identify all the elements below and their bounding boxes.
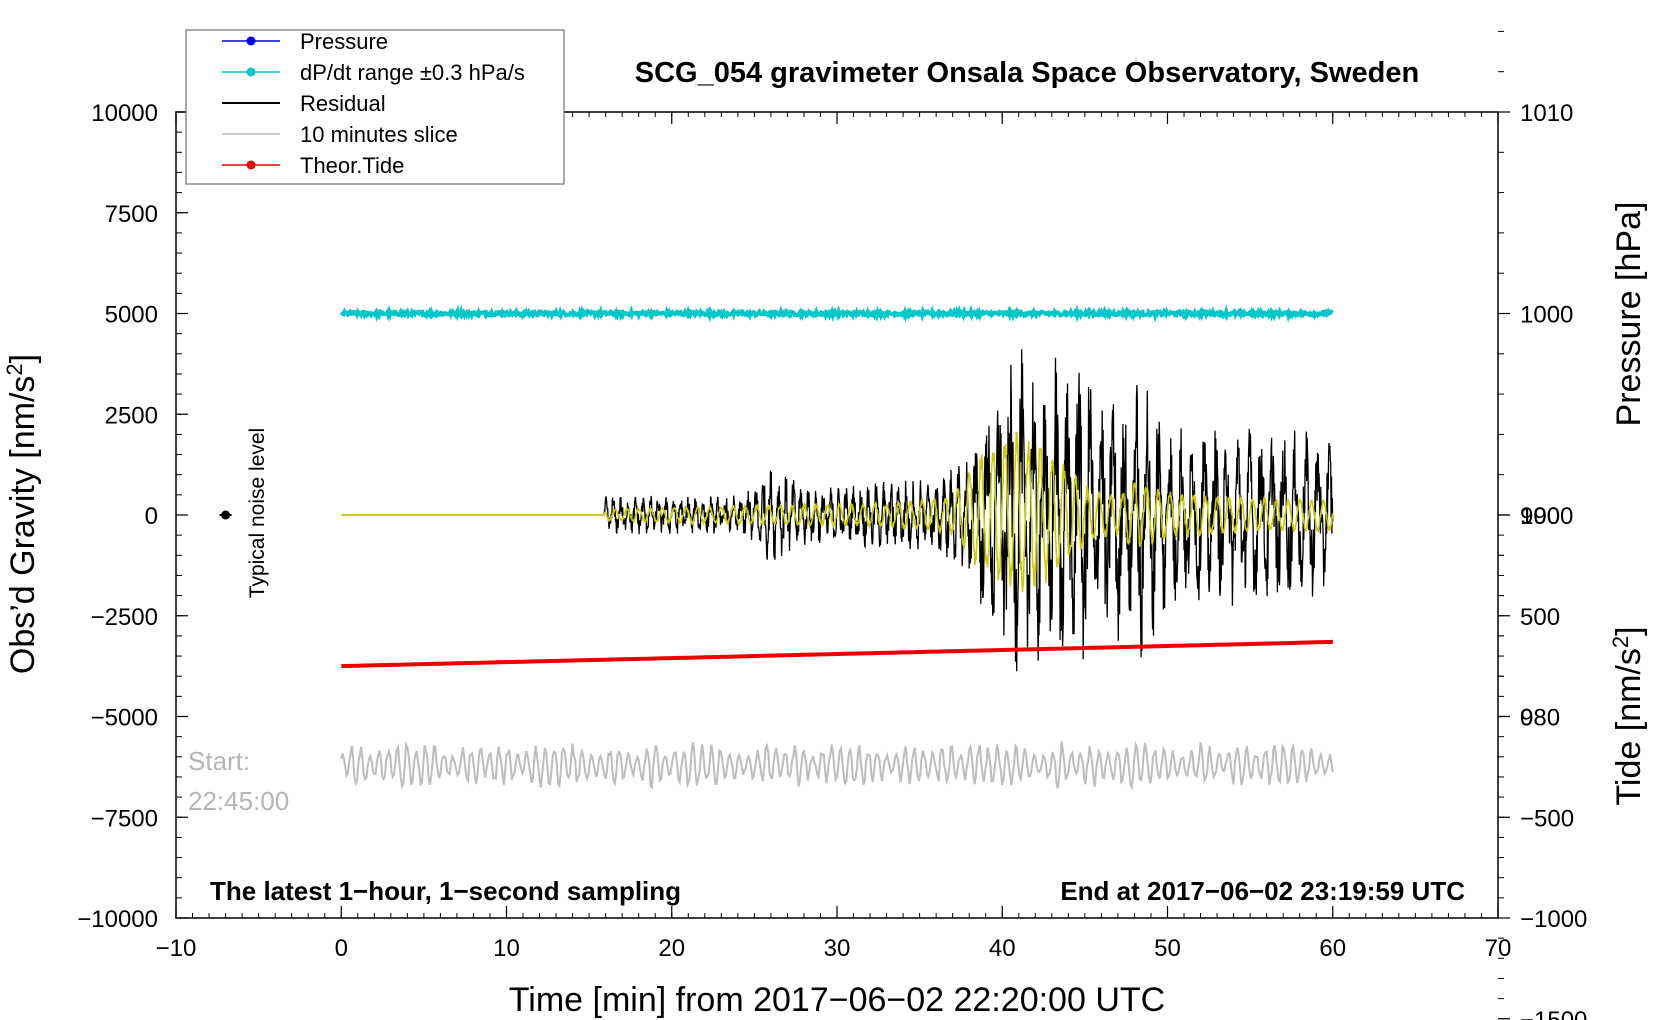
y-tick-label: 10000 [91, 100, 158, 127]
legend-marker-4 [246, 160, 256, 170]
start-time: 22:45:00 [188, 786, 289, 816]
legend-box [185, 29, 565, 185]
start-label: Start: [188, 746, 250, 776]
tick-labels: −10 0 10 20 30 40 50 60 70100007500500025000−250… [77, 100, 1587, 1020]
y-tick-label: 0 [145, 503, 158, 530]
tide-tick-label: −1500 [1520, 1007, 1587, 1020]
x-tick-label: −10 [156, 935, 197, 962]
legend-label-0: Pressure [300, 29, 388, 54]
y-tick-label: 7500 [105, 201, 158, 228]
legend-marker-1 [246, 67, 256, 77]
dpdt-line [339, 304, 1334, 323]
x-tick-label: 40 [989, 935, 1016, 962]
legend-marker-0 [246, 36, 256, 46]
y-tick-label: −2500 [91, 604, 158, 631]
tide-tick-label: −500 [1520, 805, 1574, 832]
pressure-tick-label: 980 [1520, 705, 1560, 732]
noise-level-label: Typical noise level [246, 428, 269, 598]
x-axis-title: Time [min] from 2017−06−02 22:20:00 UTC [509, 981, 1165, 1019]
legend-label-2: Residual [300, 91, 386, 116]
tide-tick-label: 500 [1520, 604, 1560, 631]
pressure-tick-label: 990 [1520, 503, 1560, 530]
filtered-line [341, 431, 1334, 593]
legend-label-3: 10 minutes slice [300, 122, 458, 147]
x-tick-label: 20 [658, 935, 685, 962]
x-tick-label: 50 [1154, 935, 1181, 962]
axis-ticks [175, 30, 1510, 1020]
legend: Pressure dP/dt range ±0.3 hPa/s Residual 10… [185, 29, 565, 185]
x-tick-label: 0 [335, 935, 348, 962]
y-tick-label: 5000 [105, 302, 158, 329]
tide-tick-label: −1000 [1520, 906, 1587, 933]
bottom-left-note: The latest 1−hour, 1−second sampling [210, 876, 681, 906]
x-tick-label: 70 [1485, 935, 1512, 962]
y-tick-label: −7500 [91, 805, 158, 832]
noise-level-dot [221, 510, 231, 520]
y-tick-label: 2500 [105, 402, 158, 429]
y-axis-title-left: Obs’d Gravity [nm/s2] [2, 354, 42, 674]
y-axis-title-tide: Tide [nm/s2] [1608, 626, 1648, 805]
slice-line [340, 740, 1334, 791]
bottom-right-note: End at 2017−06−02 23:19:59 UTC [1060, 876, 1465, 906]
tide-tick-label: 0 [1520, 705, 1533, 732]
y-axis-title-pressure: Pressure [hPa] [1610, 202, 1648, 427]
pressure-tick-label: 1010 [1520, 100, 1573, 127]
x-tick-label: 10 [493, 935, 520, 962]
pressure-tick-label: 1000 [1520, 302, 1573, 329]
x-tick-label: 60 [1319, 935, 1346, 962]
y-tick-label: −10000 [77, 906, 158, 933]
y-tick-label: −5000 [91, 705, 158, 732]
x-tick-label: 30 [824, 935, 851, 962]
legend-label-4: Theor.Tide [300, 153, 404, 178]
tide-line [341, 639, 1333, 669]
legend-label-1: dP/dt range ±0.3 hPa/s [300, 60, 525, 85]
series-layer [219, 304, 1334, 791]
tide-tick-label: 1000 [1520, 503, 1573, 530]
chart-title: SCG_054 gravimeter Onsala Space Observat… [635, 57, 1419, 89]
